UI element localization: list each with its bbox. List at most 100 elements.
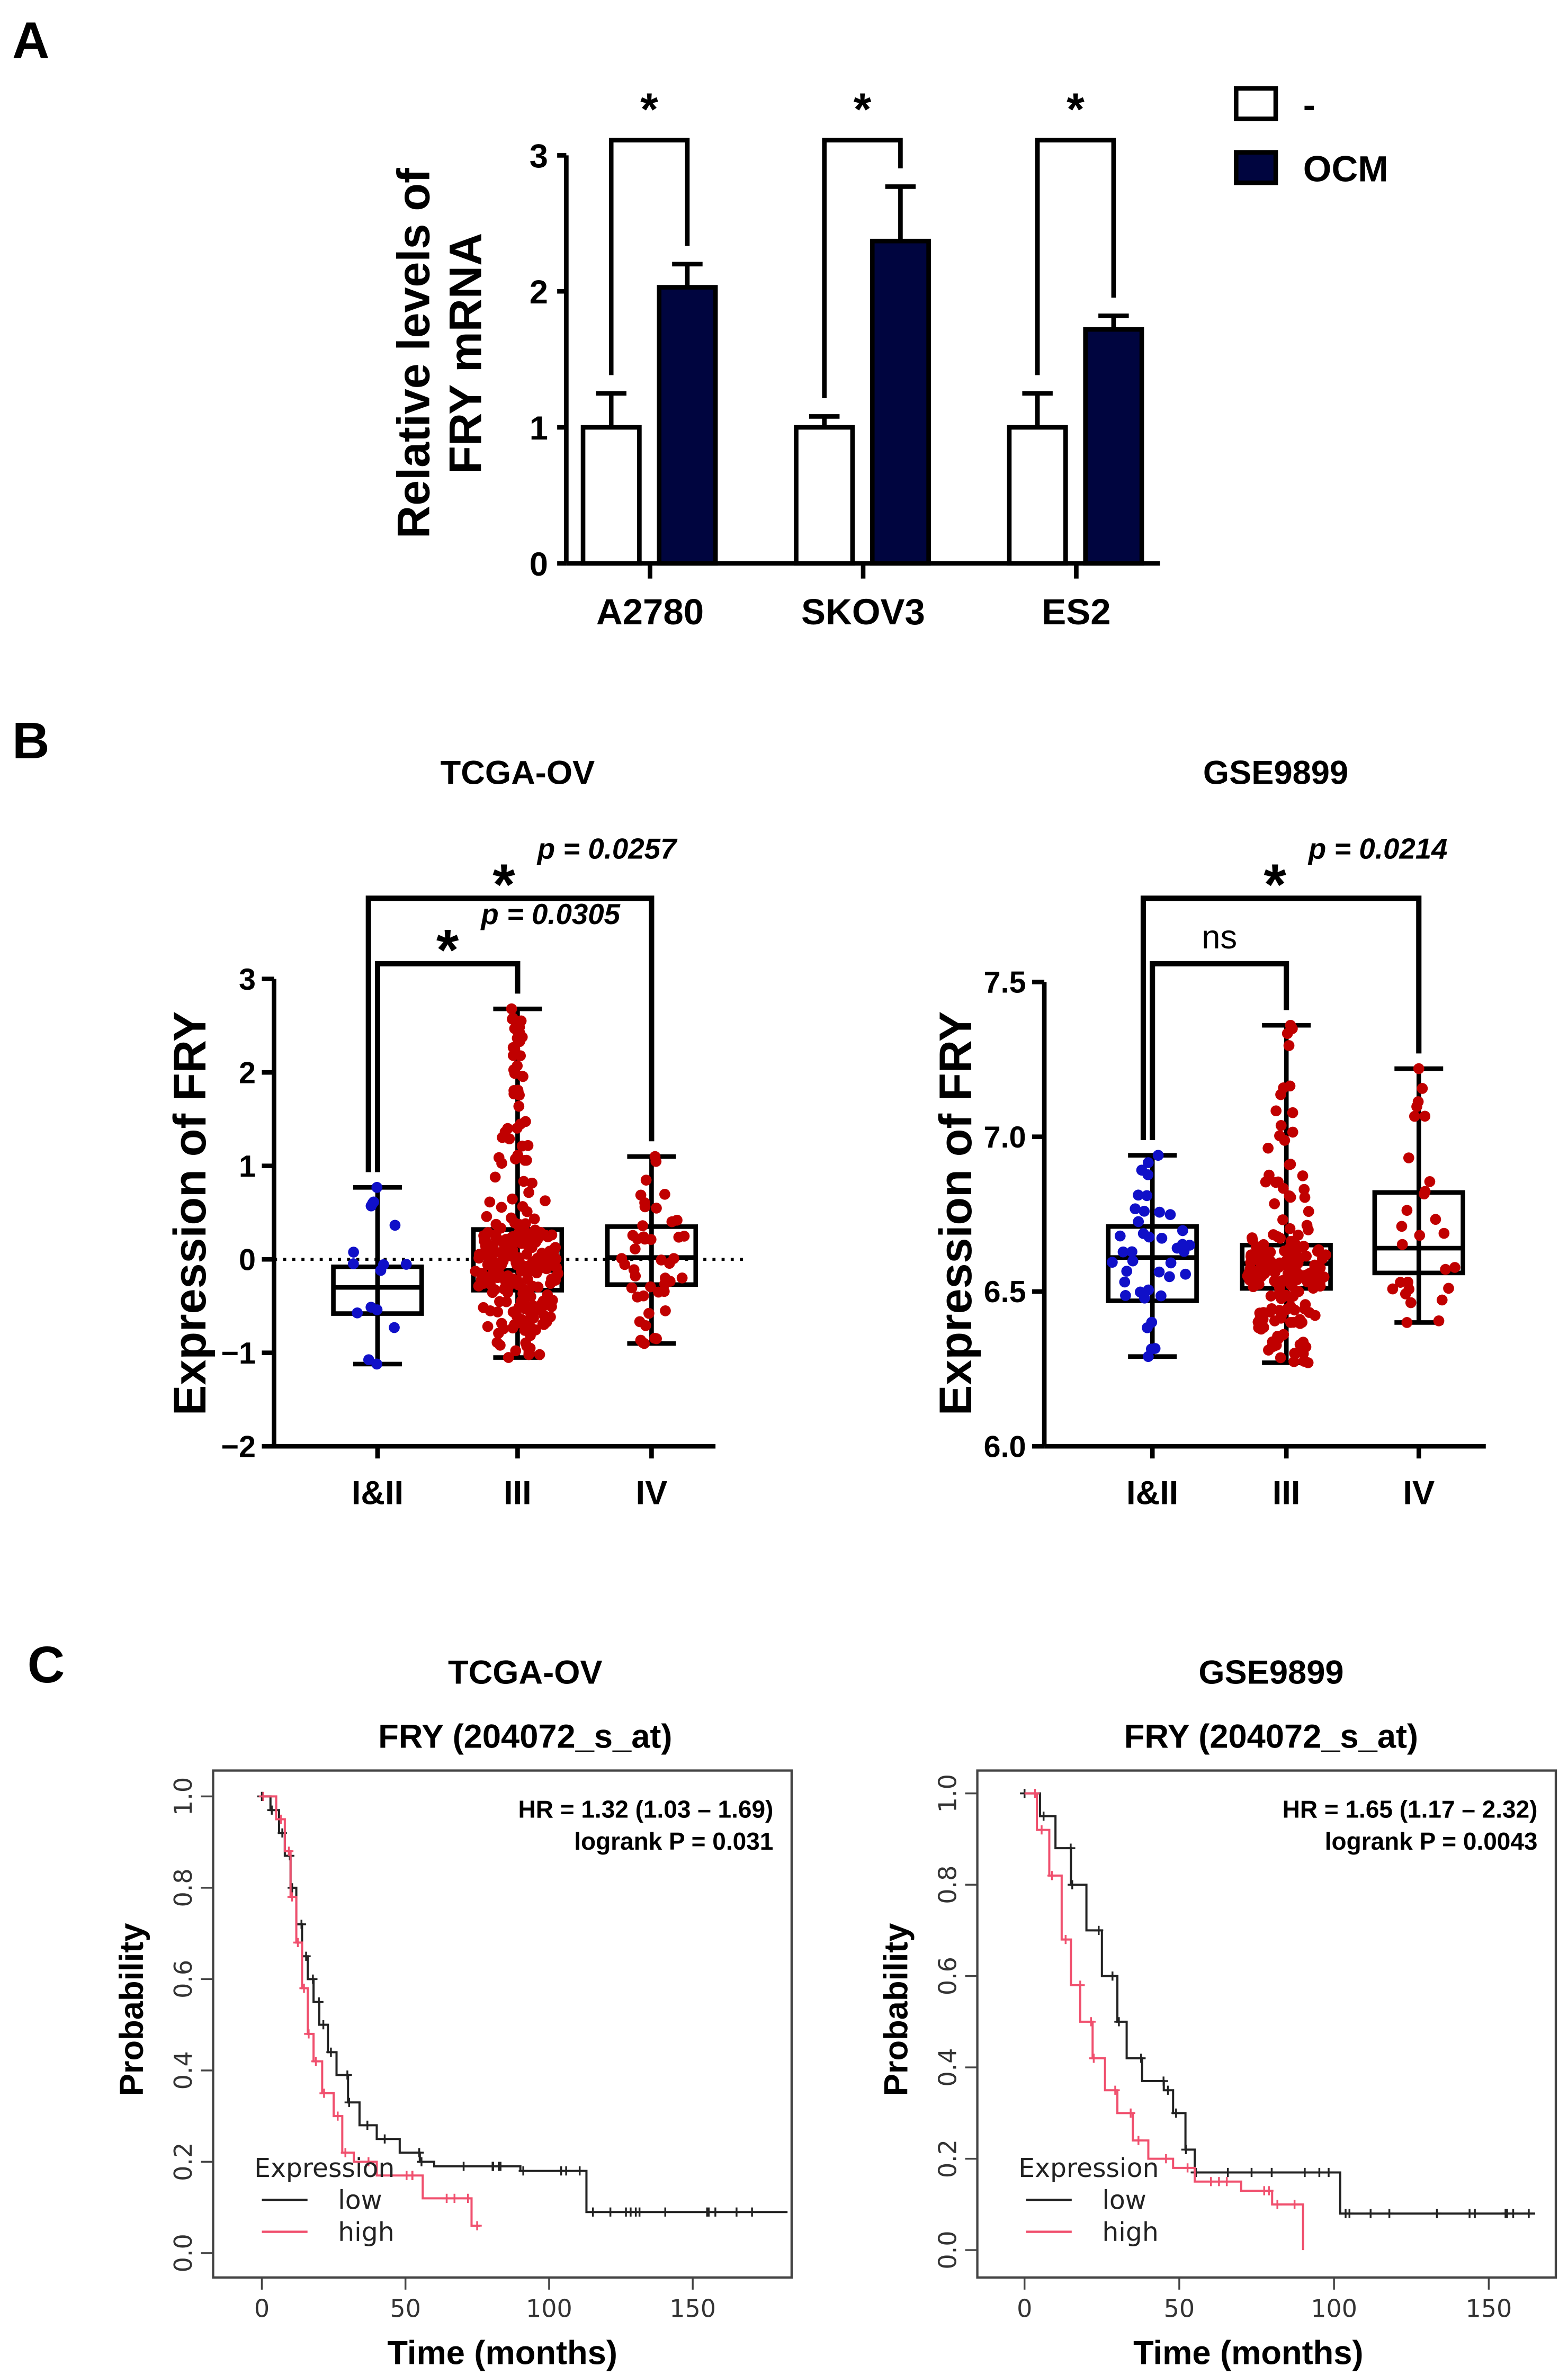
- data-point: [1242, 1270, 1253, 1281]
- data-point: [1287, 1107, 1298, 1118]
- data-point: [487, 1263, 499, 1275]
- chart-title: TCGA-OV: [441, 755, 595, 792]
- censor-mark: [711, 2207, 720, 2217]
- hr-annotation: logrank P = 0.0043: [1325, 1827, 1538, 1855]
- y-tick-label: 3: [239, 963, 256, 997]
- censor-mark: [1247, 2167, 1257, 2177]
- data-point: [1262, 1142, 1274, 1154]
- data-point: [1247, 1234, 1258, 1245]
- y-axis-label-line: FRY mRNA: [440, 233, 491, 474]
- data-point: [1264, 1306, 1276, 1318]
- data-point: [1396, 1239, 1408, 1250]
- legend-title: Expression: [1018, 2153, 1159, 2183]
- censor-mark: [1345, 2209, 1354, 2218]
- plot-frame: [212, 1769, 793, 2279]
- chart-subtitle: FRY (204072_s_at): [1124, 1718, 1418, 1755]
- data-point: [481, 1211, 492, 1222]
- data-point: [498, 1323, 509, 1334]
- censor-mark: [1290, 2200, 1300, 2209]
- data-point: [1130, 1203, 1141, 1215]
- data-point: [503, 1352, 514, 1363]
- data-point: [495, 1247, 506, 1259]
- bar-control: [580, 425, 642, 566]
- censor-mark: [450, 2193, 459, 2203]
- y-axis-label-line: Relative levels of: [389, 168, 440, 539]
- bar-ocm: [870, 238, 931, 566]
- censor-mark: [1114, 2017, 1124, 2027]
- data-point: [1269, 1275, 1280, 1287]
- data-point: [1299, 1191, 1311, 1203]
- y-axis-label: Probability: [113, 1923, 150, 2096]
- data-point: [519, 1218, 531, 1230]
- censor-mark: [1182, 2163, 1193, 2173]
- data-point: [1274, 1257, 1286, 1269]
- data-point: [1275, 1232, 1286, 1244]
- data-point: [1277, 1214, 1288, 1225]
- data-point: [1177, 1225, 1188, 1236]
- data-point: [507, 1244, 518, 1256]
- data-point: [1436, 1294, 1448, 1306]
- data-point: [378, 1259, 389, 1270]
- panel-label-a: A: [12, 11, 50, 69]
- data-point: [1165, 1257, 1177, 1269]
- data-point: [1285, 1265, 1296, 1276]
- data-point: [1283, 1040, 1295, 1051]
- y-tick-label: 0.4: [933, 2048, 962, 2087]
- data-point: [528, 1312, 539, 1324]
- hr-annotation: HR = 1.65 (1.17 – 2.32): [1283, 1796, 1538, 1823]
- data-point: [1154, 1206, 1165, 1218]
- data-point: [1433, 1315, 1445, 1327]
- censor-mark: [341, 2148, 350, 2157]
- data-point: [525, 1291, 536, 1303]
- data-point: [1414, 1230, 1426, 1241]
- data-point: [1164, 1271, 1175, 1283]
- data-point: [541, 1316, 552, 1328]
- data-point: [347, 1258, 359, 1269]
- km-plot-gse: GSE9899 FRY (204072_s_at) 0.0 0.2 0.4 0.6 0.8 1…: [877, 1654, 1557, 2372]
- y-axis-label: Expression of FRY: [930, 1011, 981, 1415]
- censor-mark: [1222, 2177, 1232, 2186]
- data-point: [1279, 1135, 1291, 1146]
- legend-label: high: [1102, 2217, 1159, 2247]
- censor-mark: [1171, 2108, 1181, 2118]
- data-point: [1412, 1096, 1424, 1107]
- data-point: [490, 1232, 501, 1244]
- data-point: [635, 1334, 647, 1346]
- survival-curve-low: [262, 1795, 788, 2213]
- data-point: [616, 1253, 628, 1264]
- x-tick-label: IV: [1403, 1474, 1435, 1511]
- hr-annotation: HR = 1.32 (1.03 – 1.69): [518, 1796, 774, 1823]
- censor-mark: [1465, 2209, 1474, 2218]
- data-point: [542, 1231, 553, 1243]
- data-point: [1126, 1246, 1137, 1258]
- censor-mark: [732, 2207, 741, 2217]
- p-value-label: p = 0.0214: [1307, 833, 1448, 865]
- data-point: [643, 1307, 655, 1319]
- data-point: [521, 1340, 533, 1352]
- censor-mark: [747, 2207, 757, 2217]
- x-tick-label: 150: [1465, 2295, 1512, 2323]
- data-point: [526, 1177, 537, 1189]
- censor-mark: [488, 2162, 497, 2171]
- y-tick-label: 0.8: [933, 1866, 962, 1904]
- legend-label: low: [338, 2185, 382, 2215]
- data-point: [1143, 1231, 1155, 1243]
- data-point: [1142, 1157, 1154, 1168]
- data-point: [656, 1254, 667, 1266]
- censor-mark: [1136, 2054, 1146, 2063]
- data-point: [659, 1188, 670, 1200]
- data-point: [1152, 1150, 1164, 1161]
- data-point: [507, 1193, 518, 1205]
- data-point: [503, 1233, 514, 1245]
- comparison-bracket: [374, 961, 521, 1172]
- censor-mark: [459, 2162, 469, 2171]
- y-tick-label: 6.0: [984, 1430, 1026, 1464]
- legend-label: OCM: [1303, 148, 1388, 189]
- y-tick-label: 0.6: [169, 1960, 198, 1998]
- data-point: [628, 1264, 640, 1276]
- data-point: [1298, 1184, 1310, 1195]
- y-tick-label: 1.0: [933, 1774, 962, 1813]
- x-tick-label: III: [1273, 1474, 1301, 1511]
- data-point: [649, 1332, 660, 1344]
